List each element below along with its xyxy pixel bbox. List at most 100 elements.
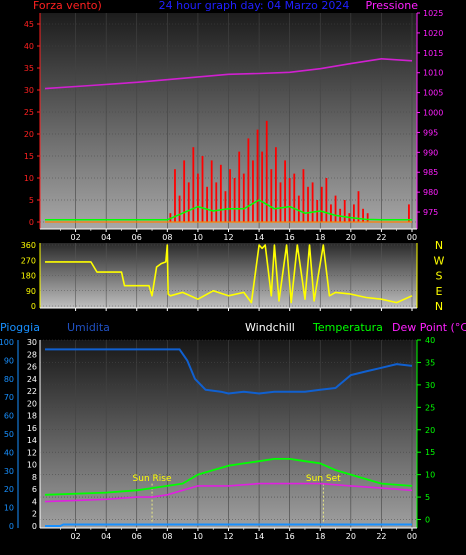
y-right-tick-label: 15 [425,448,435,457]
wind-bar [330,204,332,222]
y-left-tick-label: 40 [24,42,34,51]
wind-bar [302,169,305,222]
label-dewpoint: Dew Point (°C) [392,321,466,334]
y-hum-tick-label: 0 [32,522,37,531]
x-tick-label: 00 [407,233,417,242]
wind-bar [343,200,346,222]
y-left-tick-label: 30 [24,86,34,95]
wind-bar [307,186,309,222]
wind-bar [192,147,195,222]
x-tick-label: 02 [70,233,80,242]
wind-bar [297,195,300,222]
y-right-tick-label: 1020 [423,29,443,38]
y-left-tick-label: 360 [21,241,36,250]
y-right-tick-label: 990 [423,148,438,157]
wind-bar [206,186,208,222]
axes-wind: 0510152025303540459759809859909951000100… [24,9,444,242]
y-right-tick-label: 35 [425,358,435,367]
series-line-rain [45,523,412,527]
x-tick-label: 22 [376,233,386,242]
wind-bar [197,173,199,222]
y-hum-tick-label: 28 [27,350,37,359]
x-tick-label: 04 [101,233,111,242]
wind-bar [261,151,264,222]
y-left-tick-label: 10 [24,174,34,183]
x-tick-label: 06 [132,532,142,541]
wind-bar [311,182,314,222]
wind-bar [238,151,241,222]
wind-bar [334,195,337,222]
x-tick-label: 14 [254,233,264,242]
series-temp: Sun Rise Sun Set [44,348,413,528]
y-hum-tick-label: 12 [27,448,37,457]
wind-bar [325,178,328,222]
y-left-tick-label: 5 [29,196,34,205]
rain-temp-panel: Sun Rise Sun Set Pioggia Umidita Windchil… [0,321,466,541]
wind-bar [247,138,250,222]
x-tick-label: 18 [315,233,325,242]
y-left-tick-label: 35 [24,64,34,73]
wind-bar [224,191,227,222]
y-hum-tick-label: 22 [27,387,37,396]
wind-bar [362,208,364,222]
wind-bar [293,173,296,222]
wind-bar [174,169,176,222]
wind-bar [270,169,273,222]
wind-bar [219,164,222,222]
x-tick-label: 16 [285,532,295,541]
compass-label: E [436,285,443,298]
x-tick-label: 12 [223,233,233,242]
wind-bar [265,120,268,222]
y-right-tick-label: 30 [425,381,435,390]
wind-bar [408,204,410,222]
x-tick-label: 10 [193,532,203,541]
compass-label: W [434,254,445,267]
x-tick-label: 00 [407,532,417,541]
y-right-tick-label: 40 [425,336,435,345]
series-wind [44,57,413,223]
chart-title: 24 hour graph day: 04 Marzo 2024 [159,0,350,12]
y-hum-tick-label: 8 [32,473,37,482]
wind-bar [233,178,236,222]
y-left-tick-label: 20 [24,130,34,139]
y-right-tick-label: 1000 [423,109,443,118]
x-tick-label: 12 [223,532,233,541]
wind-bar [252,160,254,222]
wind-bar [279,182,282,222]
y-left-tick-label: 270 [21,256,36,265]
wind-bar [366,213,369,222]
y-rain-tick-label: 10 [4,504,14,513]
grid-wind [40,13,417,229]
y-rain-tick-label: 100 [0,338,14,347]
wind-bar [352,204,355,222]
y-left-tick-label: 25 [24,108,34,117]
y-hum-tick-label: 2 [32,510,37,519]
x-tick-label: 22 [376,532,386,541]
y-right-tick-label: 25 [425,403,435,412]
series-line-direction [45,244,413,304]
y-left-tick-label: 0 [31,302,36,311]
wind-pressure-panel: Forza vento) 24 hour graph day: 04 Marzo… [24,0,444,242]
y-hum-tick-label: 14 [27,436,37,445]
y-left-label-wind: Forza vento) [33,0,102,12]
label-windchill: Windchill [245,321,295,334]
x-tick-label: 08 [162,532,172,541]
y-rain-tick-label: 30 [4,467,14,476]
x-tick-label: 04 [101,532,111,541]
y-right-tick-label: 1010 [423,69,443,78]
axes-temp: 0510152025303540010203040506070809010002… [0,336,435,541]
y-left-tick-label: 90 [26,287,36,296]
y-left-tick-label: 0 [29,218,34,227]
wind-bar [187,182,190,222]
y-right-tick-label: 1025 [423,9,443,18]
wind-bar [229,169,231,222]
y-right-tick-label: 995 [423,128,438,137]
x-tick-label: 10 [193,233,203,242]
wind-bar [215,182,218,222]
y-hum-tick-label: 30 [27,338,37,347]
series-line-green [45,199,412,221]
label-humidity: Umidita [67,321,110,334]
x-tick-label: 06 [132,233,142,242]
